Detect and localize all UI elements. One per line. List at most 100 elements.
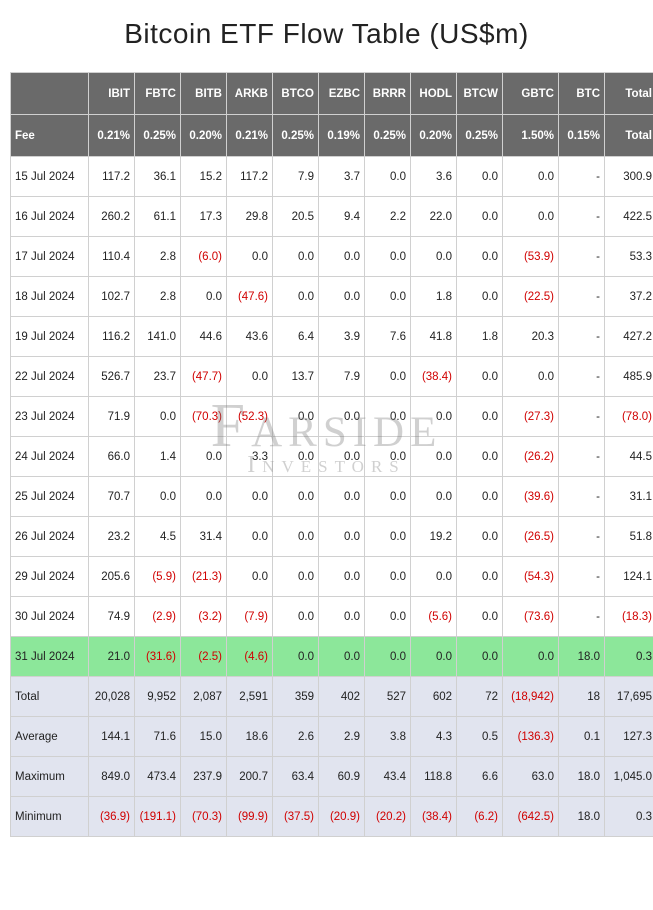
col-header: IBIT xyxy=(89,73,135,115)
value-cell: (54.3) xyxy=(503,557,559,597)
value-cell: 0.0 xyxy=(227,557,273,597)
value-cell: 44.6 xyxy=(181,317,227,357)
col-header: FBTC xyxy=(135,73,181,115)
date-cell: 23 Jul 2024 xyxy=(11,397,89,437)
value-cell: 0.0 xyxy=(227,477,273,517)
col-header: BTC xyxy=(559,73,605,115)
value-cell: 3.6 xyxy=(411,157,457,197)
value-cell: 0.3 xyxy=(605,637,653,677)
value-cell: 0.0 xyxy=(457,277,503,317)
summary-row: Total20,0289,9522,0872,59135940252760272… xyxy=(11,677,653,717)
fee-cell: 0.19% xyxy=(319,115,365,157)
value-cell: 0.0 xyxy=(457,557,503,597)
value-cell: 300.9 xyxy=(605,157,653,197)
value-cell: 0.0 xyxy=(227,237,273,277)
summary-cell: (20.9) xyxy=(319,797,365,837)
date-cell: 19 Jul 2024 xyxy=(11,317,89,357)
date-cell: 25 Jul 2024 xyxy=(11,477,89,517)
value-cell: 102.7 xyxy=(89,277,135,317)
value-cell: 0.0 xyxy=(411,437,457,477)
value-cell: 0.0 xyxy=(503,197,559,237)
value-cell: (5.6) xyxy=(411,597,457,637)
value-cell: (47.7) xyxy=(181,357,227,397)
value-cell: 17.3 xyxy=(181,197,227,237)
value-cell: 0.0 xyxy=(273,557,319,597)
summary-cell: 15.0 xyxy=(181,717,227,757)
value-cell: 0.0 xyxy=(135,477,181,517)
summary-cell: 60.9 xyxy=(319,757,365,797)
table-row: 22 Jul 2024526.723.7(47.7)0.013.77.90.0(… xyxy=(11,357,653,397)
table-row: 18 Jul 2024102.72.80.0(47.6)0.00.00.01.8… xyxy=(11,277,653,317)
value-cell: 0.0 xyxy=(457,237,503,277)
header-row-fees: Fee 0.21% 0.25% 0.20% 0.21% 0.25% 0.19% … xyxy=(11,115,653,157)
summary-row: Minimum(36.9)(191.1)(70.3)(99.9)(37.5)(2… xyxy=(11,797,653,837)
value-cell: 3.7 xyxy=(319,157,365,197)
value-cell: 0.0 xyxy=(503,357,559,397)
summary-cell: (36.9) xyxy=(89,797,135,837)
value-cell: 7.9 xyxy=(319,357,365,397)
value-cell: (31.6) xyxy=(135,637,181,677)
summary-cell: (37.5) xyxy=(273,797,319,837)
value-cell: 1.8 xyxy=(411,277,457,317)
value-cell: - xyxy=(559,437,605,477)
summary-label: Minimum xyxy=(11,797,89,837)
page-title: Bitcoin ETF Flow Table (US$m) xyxy=(10,18,643,50)
page-container: Bitcoin ETF Flow Table (US$m) Farside In… xyxy=(0,0,653,857)
summary-cell: 127.3 xyxy=(605,717,653,757)
table-row: 29 Jul 2024205.6(5.9)(21.3)0.00.00.00.00… xyxy=(11,557,653,597)
value-cell: - xyxy=(559,277,605,317)
value-cell: 0.0 xyxy=(365,157,411,197)
col-header: BRRR xyxy=(365,73,411,115)
value-cell: 29.8 xyxy=(227,197,273,237)
date-cell: 31 Jul 2024 xyxy=(11,637,89,677)
col-header: BTCO xyxy=(273,73,319,115)
summary-cell: (6.2) xyxy=(457,797,503,837)
value-cell: 2.8 xyxy=(135,237,181,277)
value-cell: 117.2 xyxy=(89,157,135,197)
summary-label: Maximum xyxy=(11,757,89,797)
summary-cell: 0.3 xyxy=(605,797,653,837)
value-cell: 427.2 xyxy=(605,317,653,357)
value-cell: 0.0 xyxy=(273,397,319,437)
value-cell: 0.0 xyxy=(411,637,457,677)
value-cell: 2.8 xyxy=(135,277,181,317)
value-cell: (4.6) xyxy=(227,637,273,677)
value-cell: 6.4 xyxy=(273,317,319,357)
summary-cell: 359 xyxy=(273,677,319,717)
summary-cell: 0.5 xyxy=(457,717,503,757)
summary-cell: 18.0 xyxy=(559,757,605,797)
value-cell: (7.9) xyxy=(227,597,273,637)
value-cell: (22.5) xyxy=(503,277,559,317)
date-cell: 24 Jul 2024 xyxy=(11,437,89,477)
summary-cell: 63.0 xyxy=(503,757,559,797)
summary-cell: 0.1 xyxy=(559,717,605,757)
col-header: EZBC xyxy=(319,73,365,115)
summary-label: Average xyxy=(11,717,89,757)
value-cell: 0.0 xyxy=(365,637,411,677)
value-cell: 0.0 xyxy=(273,437,319,477)
value-cell: (2.5) xyxy=(181,637,227,677)
summary-cell: 18.6 xyxy=(227,717,273,757)
value-cell: 0.0 xyxy=(457,357,503,397)
value-cell: 20.5 xyxy=(273,197,319,237)
value-cell: 0.0 xyxy=(457,597,503,637)
value-cell: 0.0 xyxy=(457,477,503,517)
value-cell: 0.0 xyxy=(457,517,503,557)
value-cell: 0.0 xyxy=(365,517,411,557)
summary-cell: 473.4 xyxy=(135,757,181,797)
value-cell: 0.0 xyxy=(273,477,319,517)
value-cell: 0.0 xyxy=(319,437,365,477)
value-cell: 18.0 xyxy=(559,637,605,677)
summary-cell: 17,695 xyxy=(605,677,653,717)
fee-cell: 0.25% xyxy=(457,115,503,157)
date-cell: 16 Jul 2024 xyxy=(11,197,89,237)
value-cell: 0.0 xyxy=(365,277,411,317)
value-cell: (21.3) xyxy=(181,557,227,597)
date-cell: 22 Jul 2024 xyxy=(11,357,89,397)
table-row: 19 Jul 2024116.2141.044.643.66.43.97.641… xyxy=(11,317,653,357)
value-cell: 0.0 xyxy=(319,477,365,517)
summary-cell: 4.3 xyxy=(411,717,457,757)
value-cell: 43.6 xyxy=(227,317,273,357)
value-cell: - xyxy=(559,477,605,517)
summary-cell: 20,028 xyxy=(89,677,135,717)
